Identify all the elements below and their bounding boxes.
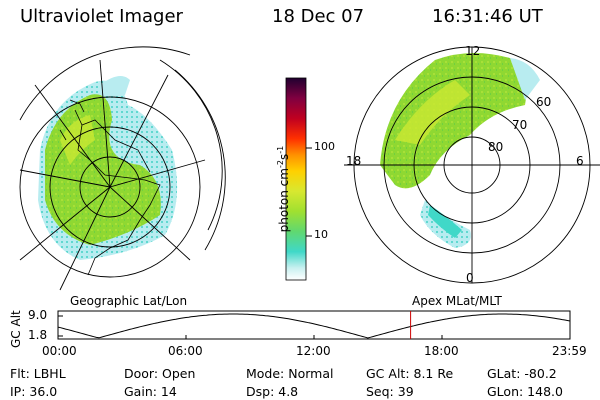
info-seq: Seq: 39 [366, 384, 414, 399]
info-dsp: Dsp: 4.8 [246, 384, 299, 399]
info-gcalt: GC Alt: 8.1 Re [366, 366, 454, 381]
mlat-label-80: 80 [488, 140, 504, 154]
info-ip: IP: 36.0 [10, 384, 58, 399]
colorbar-gradient [285, 77, 307, 281]
info-glon: GLon: 148.0 [487, 384, 563, 399]
colorbar-tick-10: 10 [314, 228, 328, 241]
right-auroral-map [380, 52, 540, 248]
info-gain: Gain: 14 [124, 384, 177, 399]
header-date: 18 Dec 07 [272, 6, 365, 27]
info-mode: Mode: Normal [246, 366, 334, 381]
left-map-grid [19, 46, 226, 291]
mlat-label-60: 60 [536, 95, 552, 109]
mlt-label-18: 18 [346, 154, 362, 168]
info-flt: Flt: LBHL [10, 366, 66, 381]
gc-xtick-2359: 23:59 [552, 344, 587, 358]
colorbar-label: photon cm-2s-1 [276, 145, 291, 233]
info-glat: GLat: -80.2 [487, 366, 557, 381]
header-time: 16:31:46 UT [432, 6, 543, 27]
info-door: Door: Open [124, 366, 196, 381]
mlt-label-6: 6 [576, 154, 584, 168]
gc-xtick-1800: 18:00 [424, 344, 459, 358]
gc-alt-plot [57, 310, 571, 340]
mlt-label-12: 12 [465, 44, 481, 58]
mlat-label-70: 70 [512, 118, 528, 132]
left-map-caption: Geographic Lat/Lon [70, 294, 188, 308]
mlt-label-0: 0 [466, 271, 474, 285]
header-title: Ultraviolet Imager [20, 6, 183, 27]
gc-alt-ylabel: GC Alt [9, 310, 23, 348]
right-map-caption: Apex MLat/MLT [412, 294, 502, 308]
gc-ytick-9: 9.0 [28, 308, 48, 322]
gc-xtick-0600: 06:00 [168, 344, 203, 358]
left-auroral-map [38, 76, 178, 260]
right-map-grid [344, 46, 600, 284]
colorbar-tick-100: 100 [314, 140, 335, 153]
gc-xtick-0000: 00:00 [42, 344, 77, 358]
gc-ytick-1-8: 1.8 [28, 328, 48, 342]
gc-xtick-1200: 12:00 [296, 344, 331, 358]
